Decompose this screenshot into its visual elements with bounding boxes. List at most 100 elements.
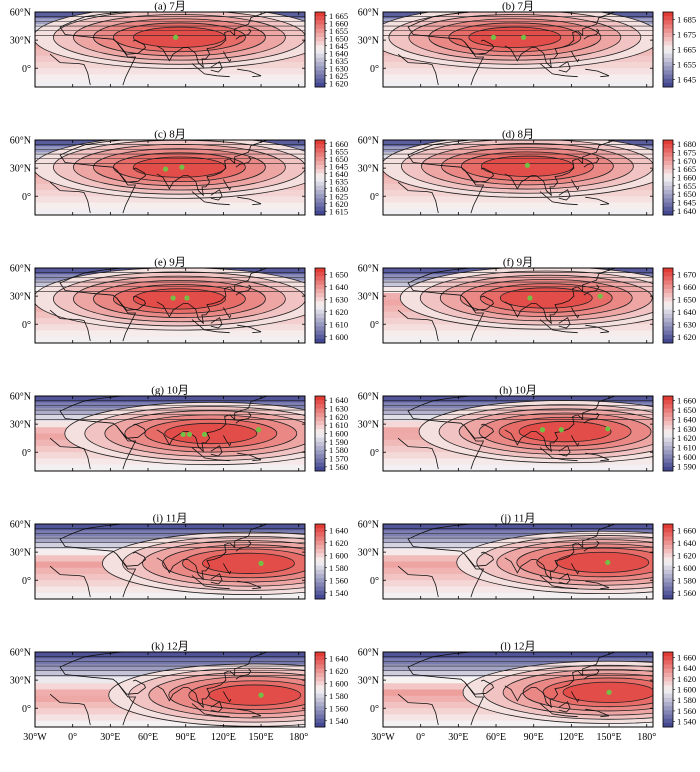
- colorbar-label: 1 660: [329, 139, 348, 149]
- colorbar-label: 1 630: [329, 184, 348, 194]
- colorbar-segment: [315, 185, 325, 191]
- x-tick-label: 60°E: [138, 732, 158, 743]
- colorbar-segment: [315, 416, 325, 422]
- colorbar-label: 1 625: [329, 191, 348, 201]
- colorbar-segment: [663, 652, 673, 657]
- colorbar-segment: [315, 24, 325, 30]
- colorbar-segment: [663, 70, 673, 75]
- colorbar-segment: [315, 276, 325, 281]
- colorbar-label: 1 640: [329, 653, 348, 663]
- colorbar-label: 1 660: [677, 173, 696, 183]
- colorbar-label: 1 660: [677, 525, 696, 535]
- colorbar-segment: [663, 181, 673, 187]
- coastline: [237, 580, 262, 590]
- colorbar-label: 1 640: [329, 48, 348, 58]
- coastline: [583, 412, 600, 424]
- colorbar-segment: [663, 49, 673, 55]
- coastline: [583, 668, 600, 680]
- colorbar-label: 1 650: [677, 294, 696, 304]
- colorbar-segment: [663, 57, 673, 63]
- y-tick-label: 30°N: [10, 420, 31, 431]
- y-tick-label: 60°N: [10, 8, 31, 19]
- panel-title: (h) 10月: [499, 385, 537, 397]
- colorbar-segment: [315, 412, 325, 418]
- y-tick-label: 0°: [22, 704, 31, 715]
- colorbar-segment: [663, 582, 673, 587]
- colorbar-segment: [663, 326, 673, 331]
- colorbar-label: 1 630: [329, 63, 348, 73]
- field-band: [35, 208, 305, 215]
- colorbar-segment: [315, 140, 325, 145]
- coastline: [571, 435, 580, 447]
- colorbar-label: 1 640: [677, 206, 696, 216]
- colorbar-label: 1 620: [329, 199, 348, 209]
- x-tick-label: 30°W: [371, 732, 395, 743]
- colorbar-label: 1 580: [677, 695, 696, 705]
- coastline: [583, 284, 600, 296]
- colorbar-segment: [315, 53, 325, 59]
- colorbar-label: 1 600: [329, 332, 348, 342]
- coastline: [504, 652, 616, 709]
- coastline: [464, 679, 494, 695]
- coastline: [558, 61, 571, 73]
- coastline: [49, 181, 91, 214]
- colorbar-segment: [315, 408, 325, 414]
- field-band: [383, 196, 653, 204]
- y-tick-label: 60°N: [10, 392, 31, 403]
- colorbar-segment: [663, 338, 673, 344]
- y-tick-label: 30°N: [358, 420, 379, 431]
- y-tick-label: 30°N: [358, 164, 379, 175]
- colorbar-segment: [315, 160, 325, 166]
- center-marker: [184, 295, 190, 301]
- colorbar-segment: [315, 396, 325, 401]
- height-field: [383, 268, 653, 343]
- coastline: [210, 61, 223, 73]
- panel-title: (f) 9月: [503, 257, 533, 269]
- colorbar-segment: [663, 268, 673, 273]
- panel-title: (g) 10月: [151, 385, 189, 397]
- coastline: [397, 437, 439, 470]
- colorbar-segment: [663, 322, 673, 327]
- coastline: [583, 156, 600, 168]
- colorbar-label: 1 580: [329, 691, 348, 701]
- colorbar-label: 1 600: [677, 452, 696, 462]
- colorbar-segment: [315, 454, 325, 459]
- x-tick-label: 90°E: [524, 732, 544, 743]
- colorbar-segment: [315, 322, 325, 327]
- center-marker: [258, 692, 264, 698]
- colorbar-segment: [315, 293, 325, 298]
- center-marker: [605, 426, 611, 432]
- map-panel: (f) 9月 60°N 30°N 0° 1 670 1 660 1 650 1 640 1 63…: [358, 257, 696, 344]
- y-tick-label: 0°: [22, 192, 31, 203]
- coastline: [59, 268, 137, 342]
- colorbar-segment: [663, 156, 673, 162]
- panel-title: (k) 12月: [151, 641, 189, 653]
- y-tick-label: 60°N: [358, 8, 379, 19]
- height-field: [35, 524, 305, 599]
- colorbar-segment: [315, 202, 325, 208]
- center-marker: [186, 431, 193, 438]
- colorbar-label: 1 640: [329, 525, 348, 535]
- x-tick-label: 30°W: [23, 732, 47, 743]
- colorbar-segment: [315, 714, 325, 720]
- field-band: [35, 652, 305, 659]
- colorbar-segment: [663, 660, 673, 665]
- colorbar-segment: [315, 284, 325, 290]
- y-tick-label: 30°N: [10, 676, 31, 687]
- colorbar-segment: [315, 446, 325, 451]
- colorbar-label: 1 625: [329, 71, 348, 81]
- colorbar-segment: [315, 305, 325, 311]
- coastline: [191, 191, 230, 206]
- colorbar-segment: [663, 565, 673, 571]
- colorbar-segment: [663, 578, 673, 583]
- coastline: [504, 12, 616, 69]
- center-marker: [490, 34, 497, 40]
- field-band: [383, 720, 653, 727]
- panel-title: (b) 7月: [502, 1, 534, 13]
- panel-title: (c) 8月: [154, 129, 185, 141]
- colorbar-segment: [663, 528, 673, 533]
- center-marker: [527, 295, 533, 301]
- colorbar-label: 1 655: [329, 146, 348, 156]
